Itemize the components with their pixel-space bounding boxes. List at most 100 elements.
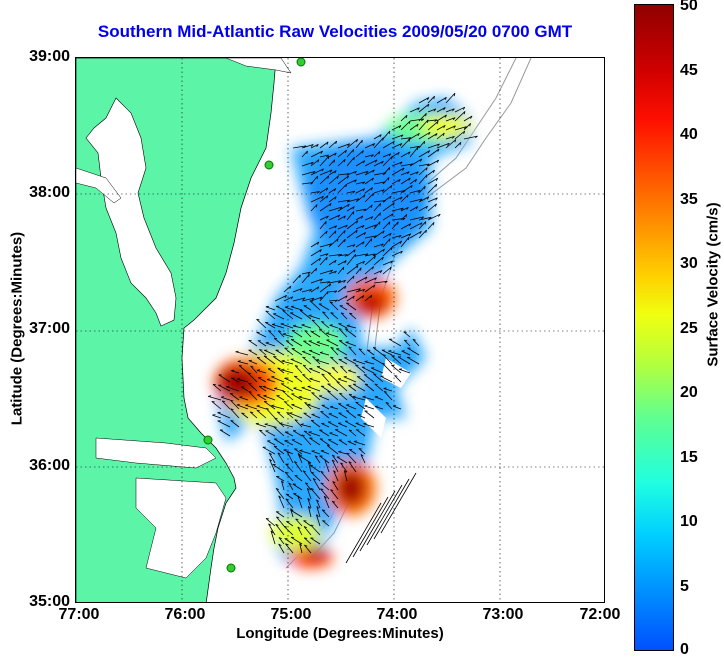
velocity-arrow-head (381, 160, 384, 164)
velocity-arrow-head (274, 387, 278, 389)
velocity-arrow (357, 376, 366, 383)
velocity-arrow-head (270, 530, 274, 534)
velocity-arrow (311, 319, 321, 329)
velocity-arrow (239, 396, 249, 401)
velocity-arrow (319, 203, 332, 212)
velocity-arrow (236, 404, 249, 410)
velocity-arrow (337, 295, 348, 302)
x-axis-label: Longitude (Degrees:Minutes) (236, 625, 444, 642)
colorbar-tick: 25 (680, 320, 698, 337)
velocity-arrow (380, 472, 417, 534)
velocity-arrow (391, 240, 402, 248)
velocity-arrow (418, 113, 427, 122)
velocity-arrow (364, 410, 375, 419)
velocity-arrow (346, 288, 361, 293)
velocity-arrow (364, 224, 377, 230)
colorbar-tick: 5 (680, 578, 689, 595)
velocity-arrow (409, 171, 419, 176)
velocity-arrow (398, 368, 411, 374)
velocity-arrow-head (390, 260, 393, 264)
velocity-arrow (329, 301, 339, 311)
velocity-arrow (333, 470, 339, 482)
velocity-arrow (310, 204, 318, 212)
velocity-arrow (382, 354, 393, 365)
velocity-arrow (385, 402, 393, 410)
velocity-arrow-head (301, 386, 305, 388)
velocity-arrow (308, 506, 312, 518)
velocity-arrow (303, 537, 312, 545)
velocity-arrow (382, 177, 390, 185)
velocity-arrow (400, 194, 409, 203)
velocity-arrow-head (275, 488, 279, 490)
velocity-arrow (400, 214, 408, 221)
velocity-arrow-head (308, 461, 311, 465)
velocity-arrow (382, 167, 391, 176)
velocity-arrow-head (428, 216, 432, 220)
velocity-arrow (364, 193, 374, 203)
velocity-arrow (318, 303, 330, 311)
velocity-arrow-head (331, 367, 336, 369)
velocity-arrow-head (365, 171, 369, 174)
velocity-arrow-head (226, 385, 230, 388)
velocity-arrow (337, 159, 346, 167)
velocity-arrow (319, 455, 330, 464)
velocity-arrow-head (382, 362, 386, 365)
velocity-arrow-head (275, 523, 279, 526)
velocity-arrow-head (309, 289, 312, 292)
velocity-arrow-head (312, 478, 316, 481)
velocity-arrow (328, 188, 337, 194)
velocity-arrow (358, 448, 366, 455)
map-plot-area[interactable] (75, 57, 605, 603)
velocity-arrow (409, 132, 420, 140)
velocity-arrow-head (400, 250, 403, 254)
velocity-arrow-head (259, 429, 263, 432)
velocity-arrow (391, 190, 406, 194)
velocity-arrow-head (381, 256, 384, 260)
velocity-arrow-head (425, 205, 428, 209)
velocity-arrow-head (399, 368, 403, 370)
velocity-arrow-head (433, 108, 437, 112)
velocity-arrow-head (235, 350, 239, 353)
velocity-arrow-head (361, 215, 364, 219)
velocity-arrow-head (311, 392, 315, 394)
velocity-arrow-head (370, 295, 373, 299)
velocity-arrow-head (348, 461, 352, 464)
velocity-arrow-head (321, 373, 325, 376)
velocity-arrow (345, 410, 357, 419)
velocity-arrow-head (426, 97, 430, 101)
colorbar-tick: 10 (680, 513, 698, 530)
velocity-arrow-head (353, 359, 357, 361)
velocity-arrow (382, 232, 392, 239)
velocity-arrow (364, 277, 377, 284)
velocity-arrow-head (327, 156, 330, 160)
velocity-arrow-head (279, 422, 283, 424)
velocity-arrow (301, 289, 312, 293)
velocity-arrow (291, 330, 303, 338)
velocity-arrow (217, 420, 231, 428)
velocity-arrow (319, 438, 330, 446)
velocity-arrow-head (370, 238, 373, 242)
velocity-arrow (328, 230, 337, 239)
velocity-arrow (284, 377, 294, 383)
velocity-arrow-head (316, 499, 320, 502)
velocity-arrow (352, 383, 366, 392)
velocity-arrow-head (454, 139, 457, 143)
velocity-arrow-head (408, 120, 411, 125)
velocity-arrow (212, 414, 222, 419)
velocity-arrow (364, 238, 373, 248)
velocity-arrow (272, 324, 285, 329)
velocity-arrow-head (248, 391, 252, 393)
velocity-arrow (320, 385, 330, 392)
velocity-arrow (400, 151, 411, 158)
velocity-arrow (364, 143, 375, 149)
velocity-arrow (418, 140, 426, 149)
velocity-arrow (323, 496, 330, 509)
velocity-arrow (301, 182, 314, 185)
velocity-arrow (337, 199, 350, 203)
velocity-arrow-head (285, 340, 290, 342)
velocity-arrow-head (435, 203, 437, 207)
velocity-arrow (256, 409, 267, 419)
velocity-arrow (355, 160, 366, 167)
velocity-arrow (307, 404, 321, 410)
velocity-arrow-head (281, 359, 285, 362)
